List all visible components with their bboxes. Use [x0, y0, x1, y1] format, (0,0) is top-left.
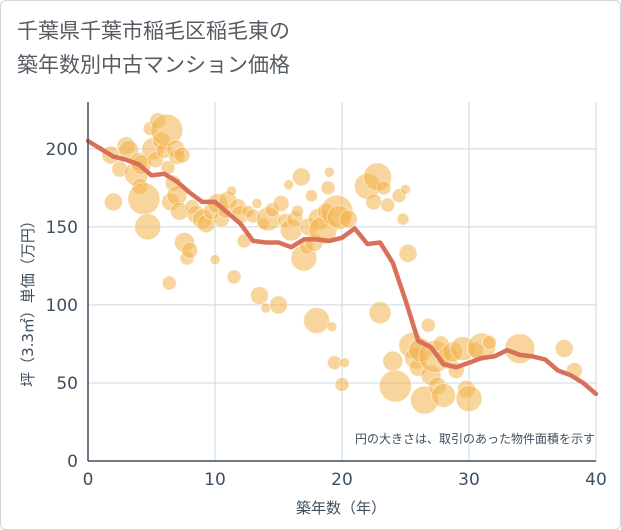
data-point	[226, 269, 242, 285]
data-point	[323, 166, 335, 178]
x-tick-label: 30	[458, 470, 480, 490]
data-point	[250, 286, 269, 305]
data-point	[481, 334, 497, 350]
x-axis-label: 築年数（年）	[296, 499, 386, 517]
y-tick-label: 150	[46, 218, 78, 238]
data-point	[269, 295, 288, 315]
y-tick-label: 100	[46, 296, 78, 316]
data-point	[400, 184, 411, 195]
data-point	[554, 339, 574, 359]
data-point	[226, 185, 237, 197]
data-point	[291, 167, 311, 187]
data-point	[334, 377, 350, 392]
data-point	[161, 275, 177, 291]
data-point	[420, 317, 436, 333]
data-point	[455, 385, 483, 412]
data-point	[104, 192, 123, 212]
data-point	[305, 189, 318, 203]
chart-title-line-1: 千葉県千葉市稲毛区稲毛東の	[17, 19, 290, 43]
y-axis-label: 坪（3.3㎡）単価（万円）	[19, 213, 37, 387]
data-point	[127, 182, 161, 216]
data-point	[338, 209, 358, 229]
data-point	[339, 357, 350, 369]
data-point	[365, 193, 383, 211]
data-point	[320, 180, 336, 196]
size-note: 円の大きさは、取引のあった物件面積を示す	[355, 431, 595, 446]
data-point	[326, 321, 338, 333]
axes: 0 10 20 30 40 0 50 100 150 200	[46, 102, 607, 490]
data-point	[209, 254, 221, 266]
chart-title-line-2: 築年数別中古マンション価格	[17, 53, 290, 77]
data-point	[272, 195, 290, 212]
data-point	[398, 244, 418, 263]
data-point	[283, 179, 295, 191]
data-point	[378, 369, 412, 403]
data-point	[368, 301, 392, 325]
data-point	[382, 350, 404, 372]
data-point	[181, 241, 199, 259]
data-point	[251, 198, 263, 209]
data-point	[380, 197, 396, 213]
y-tick-label: 0	[67, 452, 78, 472]
data-point	[431, 383, 457, 408]
data-point	[303, 307, 331, 334]
data-point	[173, 146, 191, 164]
data-point	[396, 212, 410, 226]
trend-line	[85, 138, 599, 397]
x-tick-label: 10	[204, 470, 226, 490]
trend-line-layer	[85, 138, 599, 397]
x-tick-label: 0	[83, 470, 94, 490]
x-tick-label: 40	[585, 470, 607, 490]
y-tick-label: 200	[46, 140, 78, 160]
y-tick-label: 50	[56, 374, 78, 394]
data-point	[134, 213, 162, 241]
data-point	[376, 180, 392, 196]
x-tick-label: 20	[331, 470, 353, 490]
chart-title: 千葉県千葉市稲毛区稲毛東の 築年数別中古マンション価格	[17, 14, 290, 82]
data-point	[291, 204, 304, 218]
